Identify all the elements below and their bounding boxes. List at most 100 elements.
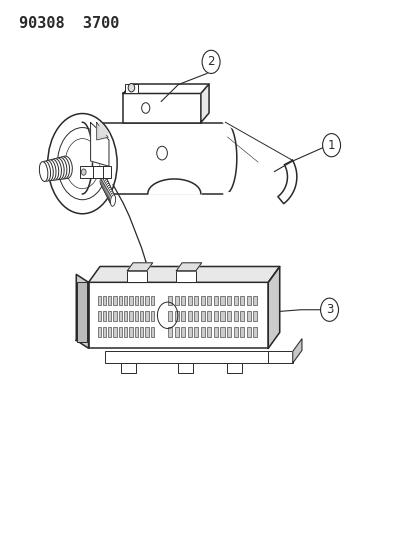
- FancyBboxPatch shape: [200, 327, 204, 337]
- FancyBboxPatch shape: [104, 351, 268, 363]
- Circle shape: [128, 84, 134, 92]
- FancyBboxPatch shape: [124, 311, 127, 321]
- FancyBboxPatch shape: [174, 327, 178, 337]
- Ellipse shape: [104, 182, 109, 193]
- FancyBboxPatch shape: [140, 311, 143, 321]
- FancyBboxPatch shape: [145, 295, 148, 305]
- FancyBboxPatch shape: [108, 295, 111, 305]
- Polygon shape: [97, 123, 108, 140]
- FancyBboxPatch shape: [181, 327, 185, 337]
- FancyBboxPatch shape: [119, 295, 122, 305]
- FancyBboxPatch shape: [194, 327, 198, 337]
- FancyBboxPatch shape: [123, 93, 200, 123]
- FancyBboxPatch shape: [246, 295, 250, 305]
- FancyBboxPatch shape: [240, 311, 244, 321]
- Polygon shape: [277, 160, 296, 204]
- FancyBboxPatch shape: [252, 327, 256, 337]
- FancyBboxPatch shape: [140, 327, 143, 337]
- FancyBboxPatch shape: [113, 327, 116, 337]
- FancyBboxPatch shape: [168, 327, 172, 337]
- Polygon shape: [292, 339, 301, 363]
- FancyBboxPatch shape: [226, 311, 230, 321]
- FancyBboxPatch shape: [200, 311, 204, 321]
- FancyBboxPatch shape: [233, 327, 237, 337]
- Ellipse shape: [42, 161, 50, 181]
- FancyBboxPatch shape: [194, 295, 198, 305]
- Text: 2: 2: [207, 55, 214, 68]
- FancyBboxPatch shape: [233, 311, 237, 321]
- FancyBboxPatch shape: [168, 311, 172, 321]
- Ellipse shape: [103, 180, 108, 191]
- Ellipse shape: [60, 156, 72, 179]
- Ellipse shape: [101, 176, 106, 187]
- FancyBboxPatch shape: [113, 295, 116, 305]
- FancyBboxPatch shape: [220, 295, 224, 305]
- FancyBboxPatch shape: [240, 327, 244, 337]
- FancyBboxPatch shape: [252, 311, 256, 321]
- FancyBboxPatch shape: [220, 311, 224, 321]
- FancyBboxPatch shape: [125, 84, 137, 93]
- FancyBboxPatch shape: [226, 327, 230, 337]
- FancyBboxPatch shape: [124, 327, 127, 337]
- FancyBboxPatch shape: [178, 363, 192, 373]
- Ellipse shape: [106, 185, 111, 197]
- FancyBboxPatch shape: [214, 327, 218, 337]
- FancyBboxPatch shape: [119, 327, 122, 337]
- FancyBboxPatch shape: [214, 295, 218, 305]
- FancyBboxPatch shape: [113, 311, 116, 321]
- FancyBboxPatch shape: [77, 282, 87, 342]
- FancyBboxPatch shape: [97, 311, 100, 321]
- Ellipse shape: [39, 161, 48, 181]
- FancyBboxPatch shape: [80, 166, 111, 178]
- FancyBboxPatch shape: [145, 327, 148, 337]
- Ellipse shape: [46, 160, 56, 181]
- Ellipse shape: [51, 158, 61, 180]
- FancyBboxPatch shape: [233, 295, 237, 305]
- Polygon shape: [200, 84, 209, 123]
- Ellipse shape: [44, 160, 53, 181]
- Ellipse shape: [109, 193, 114, 204]
- Ellipse shape: [48, 159, 59, 180]
- FancyBboxPatch shape: [129, 295, 132, 305]
- FancyBboxPatch shape: [214, 311, 218, 321]
- FancyBboxPatch shape: [207, 327, 211, 337]
- FancyBboxPatch shape: [97, 327, 100, 337]
- FancyBboxPatch shape: [97, 295, 100, 305]
- FancyBboxPatch shape: [108, 311, 111, 321]
- FancyBboxPatch shape: [220, 327, 224, 337]
- FancyBboxPatch shape: [134, 311, 138, 321]
- FancyBboxPatch shape: [82, 123, 225, 193]
- FancyBboxPatch shape: [200, 295, 204, 305]
- FancyBboxPatch shape: [129, 311, 132, 321]
- FancyBboxPatch shape: [181, 311, 185, 321]
- FancyBboxPatch shape: [207, 311, 211, 321]
- Polygon shape: [90, 123, 109, 166]
- FancyBboxPatch shape: [226, 295, 230, 305]
- FancyBboxPatch shape: [119, 311, 122, 321]
- FancyBboxPatch shape: [129, 327, 132, 337]
- FancyBboxPatch shape: [140, 295, 143, 305]
- Circle shape: [81, 169, 86, 175]
- FancyBboxPatch shape: [174, 311, 178, 321]
- FancyBboxPatch shape: [168, 295, 172, 305]
- Ellipse shape: [104, 183, 110, 195]
- FancyBboxPatch shape: [102, 327, 106, 337]
- FancyBboxPatch shape: [124, 295, 127, 305]
- Ellipse shape: [108, 191, 114, 203]
- FancyBboxPatch shape: [227, 363, 241, 373]
- FancyBboxPatch shape: [246, 327, 250, 337]
- FancyBboxPatch shape: [121, 363, 135, 373]
- FancyBboxPatch shape: [188, 327, 191, 337]
- Polygon shape: [127, 263, 152, 271]
- Polygon shape: [76, 274, 88, 348]
- FancyBboxPatch shape: [88, 282, 268, 348]
- FancyBboxPatch shape: [240, 295, 244, 305]
- FancyBboxPatch shape: [134, 295, 138, 305]
- FancyBboxPatch shape: [268, 351, 292, 363]
- FancyBboxPatch shape: [134, 327, 138, 337]
- Polygon shape: [176, 263, 201, 271]
- Ellipse shape: [53, 158, 64, 180]
- FancyBboxPatch shape: [194, 311, 198, 321]
- Text: 1: 1: [327, 139, 335, 152]
- Polygon shape: [123, 84, 209, 93]
